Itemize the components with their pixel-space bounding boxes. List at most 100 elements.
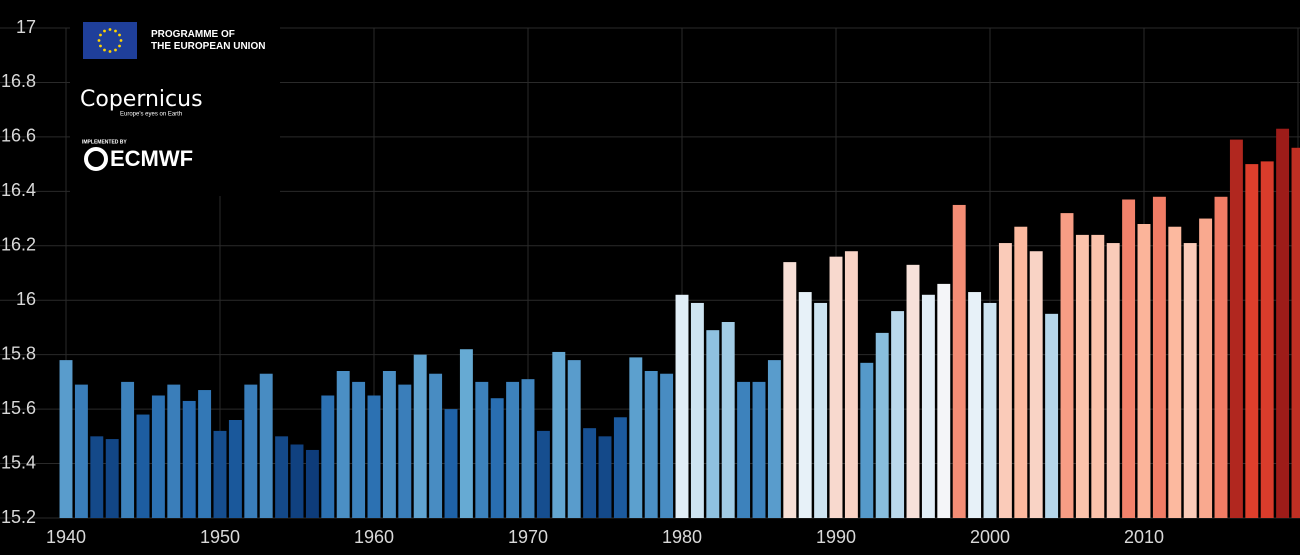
y-tick-label: 16.8 bbox=[1, 71, 36, 91]
x-tick-label: 2010 bbox=[1124, 527, 1164, 547]
bar bbox=[1183, 243, 1197, 519]
bar bbox=[1014, 226, 1028, 518]
x-tick-label: 1950 bbox=[200, 527, 240, 547]
bar bbox=[1091, 234, 1105, 518]
bar bbox=[536, 430, 550, 518]
eu-star bbox=[114, 48, 117, 52]
bar bbox=[937, 283, 951, 518]
y-tick-label: 16 bbox=[16, 289, 36, 309]
bar bbox=[567, 360, 581, 518]
bar bbox=[1245, 164, 1259, 518]
eu-star bbox=[108, 28, 112, 31]
eu-star bbox=[99, 44, 102, 48]
bar bbox=[783, 262, 797, 518]
bar bbox=[1291, 147, 1300, 518]
bar bbox=[1106, 243, 1120, 519]
eu-star bbox=[118, 44, 121, 48]
bar bbox=[968, 292, 982, 518]
x-tick-label: 2000 bbox=[970, 527, 1010, 547]
bar bbox=[1137, 224, 1151, 518]
bar bbox=[90, 436, 104, 518]
bar bbox=[1199, 218, 1213, 519]
y-tick-label: 15.8 bbox=[1, 343, 36, 363]
y-tick-label: 15.4 bbox=[1, 452, 36, 472]
plot: 15.2 15.4 15.6 15.8 16 16.2 16.4 16.6 16.8 17 1940… bbox=[0, 17, 1300, 547]
bar bbox=[706, 330, 720, 518]
bar bbox=[506, 381, 520, 518]
eu-star bbox=[103, 48, 106, 52]
bar bbox=[798, 292, 812, 518]
bar bbox=[1029, 251, 1043, 518]
implemented-by: IMPLEMENTED BY bbox=[82, 139, 127, 145]
bar bbox=[290, 444, 304, 518]
eu-star bbox=[99, 33, 102, 37]
bar bbox=[1045, 313, 1059, 518]
bar bbox=[814, 302, 828, 518]
ecmwf-logo: ECMWF bbox=[110, 146, 193, 171]
x-tick-label: 1960 bbox=[354, 527, 394, 547]
bar bbox=[752, 381, 766, 518]
eu-star bbox=[118, 33, 121, 37]
bar bbox=[382, 371, 396, 518]
y-tick-label: 15.2 bbox=[1, 507, 36, 527]
eu-star bbox=[97, 39, 101, 42]
bar bbox=[998, 243, 1012, 519]
bar bbox=[721, 322, 735, 518]
eu-star bbox=[108, 50, 112, 53]
copernicus-logo: Copernicus bbox=[80, 87, 203, 112]
bar bbox=[844, 251, 858, 518]
bar bbox=[1122, 199, 1136, 518]
bar bbox=[413, 354, 427, 518]
x-tick-label: 1990 bbox=[816, 527, 856, 547]
bar bbox=[552, 351, 566, 518]
bar bbox=[737, 381, 751, 518]
bar bbox=[660, 373, 674, 518]
eu-star bbox=[114, 29, 117, 33]
bar bbox=[74, 384, 88, 518]
bar bbox=[983, 302, 997, 518]
bar bbox=[906, 264, 920, 518]
bar bbox=[583, 428, 597, 518]
bar bbox=[336, 371, 350, 518]
eu-text: PROGRAMME OF THE EUROPEAN UNION bbox=[151, 29, 265, 52]
bar bbox=[490, 398, 504, 518]
bar bbox=[921, 294, 935, 518]
bar bbox=[213, 430, 227, 518]
bar bbox=[521, 379, 535, 518]
y-tick-label: 15.6 bbox=[1, 398, 36, 418]
bar bbox=[1152, 196, 1166, 518]
x-tick-label: 1980 bbox=[662, 527, 702, 547]
bar bbox=[891, 311, 905, 518]
bar bbox=[1060, 213, 1074, 518]
bar bbox=[644, 371, 658, 518]
y-tick-label: 16.2 bbox=[1, 235, 36, 255]
bar bbox=[244, 384, 258, 518]
x-tick-label: 1970 bbox=[508, 527, 548, 547]
eu-flag bbox=[83, 22, 137, 59]
bar bbox=[1276, 128, 1290, 518]
bar bbox=[352, 381, 366, 518]
bar bbox=[860, 362, 874, 518]
bar bbox=[121, 381, 135, 518]
bar bbox=[59, 360, 73, 518]
ecmwf-mark bbox=[84, 147, 108, 171]
bar bbox=[1075, 234, 1089, 518]
logo-panel: PROGRAMME OF THE EUROPEAN UNION Copernicu… bbox=[70, 14, 280, 196]
bar bbox=[875, 332, 889, 518]
bar bbox=[167, 384, 181, 518]
bar bbox=[151, 395, 165, 518]
x-tick-label: 1940 bbox=[46, 527, 86, 547]
bar bbox=[1229, 139, 1243, 518]
eu-stars bbox=[97, 28, 123, 53]
bar bbox=[952, 204, 966, 518]
bar bbox=[629, 357, 643, 518]
y-tick-label: 16.4 bbox=[1, 180, 36, 200]
bar bbox=[613, 417, 627, 518]
bar bbox=[598, 436, 612, 518]
bar bbox=[367, 395, 381, 518]
bar bbox=[429, 373, 443, 518]
bar bbox=[475, 381, 489, 518]
bar bbox=[444, 409, 458, 518]
